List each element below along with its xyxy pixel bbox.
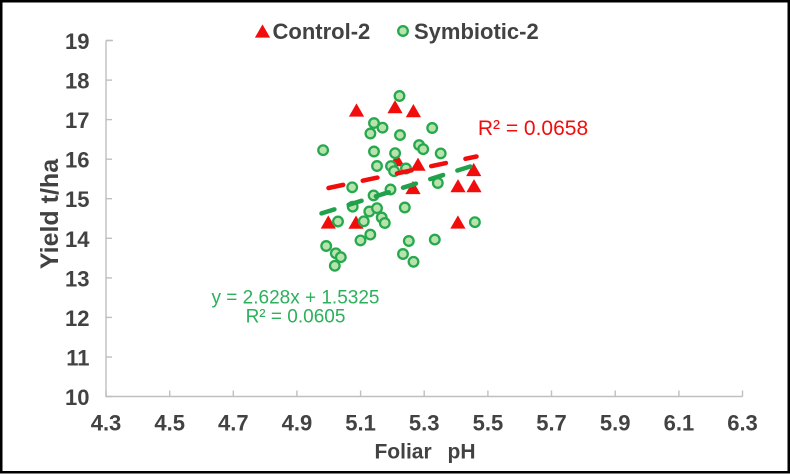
svg-text:15: 15: [65, 187, 89, 212]
svg-text:5.9: 5.9: [600, 411, 631, 436]
svg-text:14: 14: [65, 227, 90, 252]
svg-text:13: 13: [65, 266, 89, 291]
svg-text:5.1: 5.1: [345, 411, 376, 436]
svg-text:4.7: 4.7: [218, 411, 249, 436]
svg-text:10: 10: [65, 385, 89, 410]
svg-text:5.3: 5.3: [409, 411, 440, 436]
svg-text:6.1: 6.1: [664, 411, 695, 436]
svg-text:Symbiotic-2: Symbiotic-2: [414, 19, 539, 44]
svg-text:6.3: 6.3: [727, 411, 758, 436]
svg-text:y = 2.628x + 1.5325: y = 2.628x + 1.5325: [212, 288, 380, 309]
svg-text:16: 16: [65, 148, 89, 173]
svg-text:4.5: 4.5: [154, 411, 185, 436]
svg-text:Control-2: Control-2: [273, 19, 371, 44]
svg-text:4.3: 4.3: [91, 411, 122, 436]
svg-text:17: 17: [65, 108, 89, 133]
svg-text:Yield t/ha: Yield t/ha: [36, 158, 64, 269]
svg-text:5.7: 5.7: [536, 411, 567, 436]
svg-text:12: 12: [65, 306, 89, 331]
svg-text:R² = 0.0658: R² = 0.0658: [478, 117, 588, 140]
svg-text:11: 11: [66, 346, 89, 371]
svg-text:R² = 0.0605: R² = 0.0605: [246, 306, 346, 327]
svg-text:5.5: 5.5: [473, 411, 504, 436]
svg-text:4.9: 4.9: [282, 411, 313, 436]
svg-text:Foliar pH: Foliar pH: [374, 441, 475, 464]
svg-text:18: 18: [65, 69, 89, 94]
svg-text:19: 19: [65, 29, 89, 54]
